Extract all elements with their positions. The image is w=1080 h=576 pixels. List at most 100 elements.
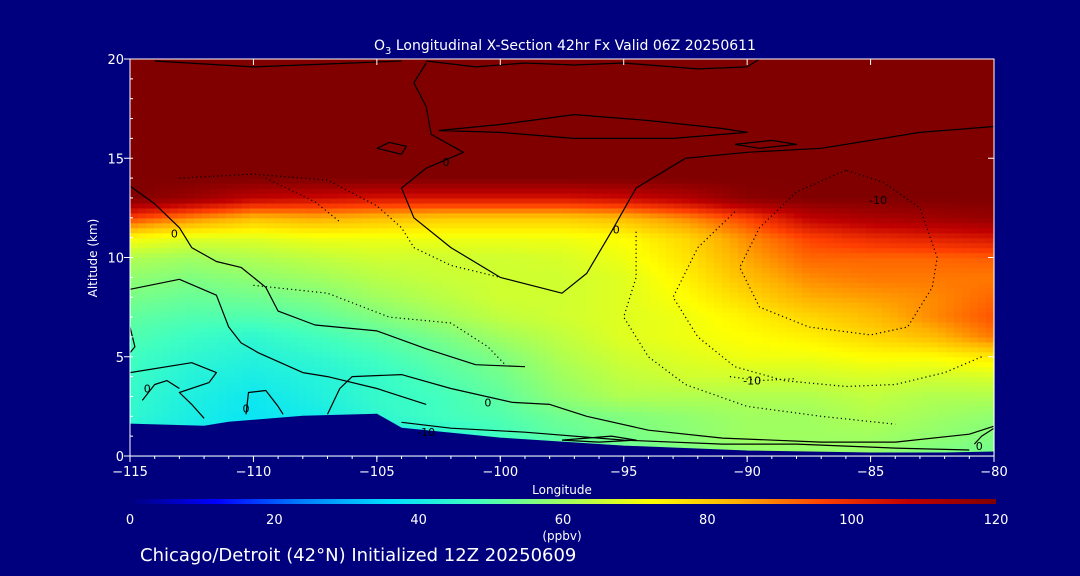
heatmap-cell <box>498 326 507 333</box>
heatmap-cell <box>874 396 883 403</box>
heatmap-cell <box>506 326 515 333</box>
heatmap-cell <box>162 257 171 264</box>
heatmap-cell <box>722 446 731 452</box>
heatmap-cell <box>138 287 147 293</box>
heatmap-cell <box>634 282 643 288</box>
heatmap-cell <box>538 282 547 288</box>
heatmap-cell <box>754 282 763 288</box>
heatmap-cell <box>138 411 147 417</box>
heatmap-cell <box>698 371 707 378</box>
heatmap-cell <box>146 247 155 254</box>
heatmap-cell <box>226 366 235 373</box>
heatmap-cell <box>426 426 435 432</box>
heatmap-cell <box>666 356 675 363</box>
heatmap-cell <box>202 262 211 269</box>
heatmap-cell <box>546 366 555 373</box>
heatmap-cell <box>578 312 587 318</box>
heatmap-cell <box>714 351 723 358</box>
heatmap-cell <box>626 262 635 269</box>
heatmap-cell <box>250 401 259 407</box>
heatmap-cell <box>778 356 787 363</box>
ozone-heatmap <box>130 59 995 457</box>
heatmap-cell <box>554 361 563 368</box>
heatmap-cell <box>778 381 787 388</box>
heatmap-cell <box>938 356 947 363</box>
heatmap-cell <box>490 292 499 298</box>
heatmap-cell <box>322 346 331 353</box>
heatmap-cell <box>674 312 683 318</box>
heatmap-cell <box>874 227 883 234</box>
heatmap-cell <box>378 396 387 403</box>
heatmap-cell <box>482 376 491 383</box>
heatmap-cell <box>986 341 995 348</box>
heatmap-cell <box>682 426 691 432</box>
heatmap-cell <box>754 302 763 308</box>
heatmap-cell <box>346 326 355 333</box>
heatmap-cell <box>530 307 539 313</box>
heatmap-cell <box>170 401 179 407</box>
heatmap-cell <box>546 232 555 239</box>
heatmap-cell <box>490 341 499 348</box>
heatmap-cell <box>666 416 675 422</box>
heatmap-cell <box>690 287 699 293</box>
heatmap-cell <box>690 436 699 442</box>
heatmap-cell <box>498 237 507 244</box>
heatmap-cell <box>186 317 195 323</box>
heatmap-cell <box>618 257 627 264</box>
heatmap-cell <box>602 401 611 407</box>
heatmap-cell <box>962 272 971 278</box>
heatmap-cell <box>674 257 683 264</box>
heatmap-cell <box>602 262 611 269</box>
heatmap-cell <box>866 297 875 303</box>
heatmap-cell <box>594 267 603 273</box>
heatmap-cell <box>402 401 411 407</box>
heatmap-cell <box>410 386 419 393</box>
heatmap-cell <box>610 411 619 417</box>
heatmap-cell <box>258 317 267 323</box>
heatmap-cell <box>842 336 851 343</box>
heatmap-cell <box>658 242 667 249</box>
heatmap-cell <box>274 326 283 333</box>
heatmap-cell <box>378 247 387 254</box>
heatmap-cell <box>570 406 579 412</box>
heatmap-cell <box>298 227 307 234</box>
heatmap-cell <box>522 356 531 363</box>
heatmap-cell <box>650 376 659 383</box>
heatmap-cell <box>490 272 499 278</box>
heatmap-cell <box>866 411 875 417</box>
heatmap-cell <box>546 336 555 343</box>
heatmap-cell <box>210 267 219 273</box>
heatmap-cell <box>482 267 491 273</box>
heatmap-cell <box>610 371 619 378</box>
heatmap-cell <box>290 302 299 308</box>
heatmap-cell <box>642 307 651 313</box>
heatmap-cell <box>522 257 531 264</box>
heatmap-cell <box>362 331 371 338</box>
heatmap-cell <box>850 292 859 298</box>
heatmap-cell <box>834 436 843 442</box>
heatmap-cell <box>402 242 411 249</box>
heatmap-cell <box>458 396 467 403</box>
heatmap-cell <box>410 247 419 254</box>
heatmap-cell <box>906 381 915 388</box>
heatmap-cell <box>666 232 675 239</box>
heatmap-cell <box>466 331 475 338</box>
heatmap-cell <box>642 431 651 437</box>
heatmap-cell <box>738 371 747 378</box>
heatmap-cell <box>738 356 747 363</box>
heatmap-cell <box>266 346 275 353</box>
heatmap-cell <box>498 366 507 373</box>
heatmap-cell <box>858 351 867 358</box>
heatmap-cell <box>722 391 731 398</box>
heatmap-cell <box>906 426 915 432</box>
heatmap-cell <box>818 336 827 343</box>
heatmap-cell <box>370 371 379 378</box>
heatmap-cell <box>154 287 163 293</box>
heatmap-cell <box>946 277 955 283</box>
heatmap-cell <box>498 331 507 338</box>
heatmap-cell <box>522 326 531 333</box>
heatmap-cell <box>714 242 723 249</box>
heatmap-cell <box>802 381 811 388</box>
heatmap-cell <box>586 366 595 373</box>
heatmap-cell <box>794 341 803 348</box>
